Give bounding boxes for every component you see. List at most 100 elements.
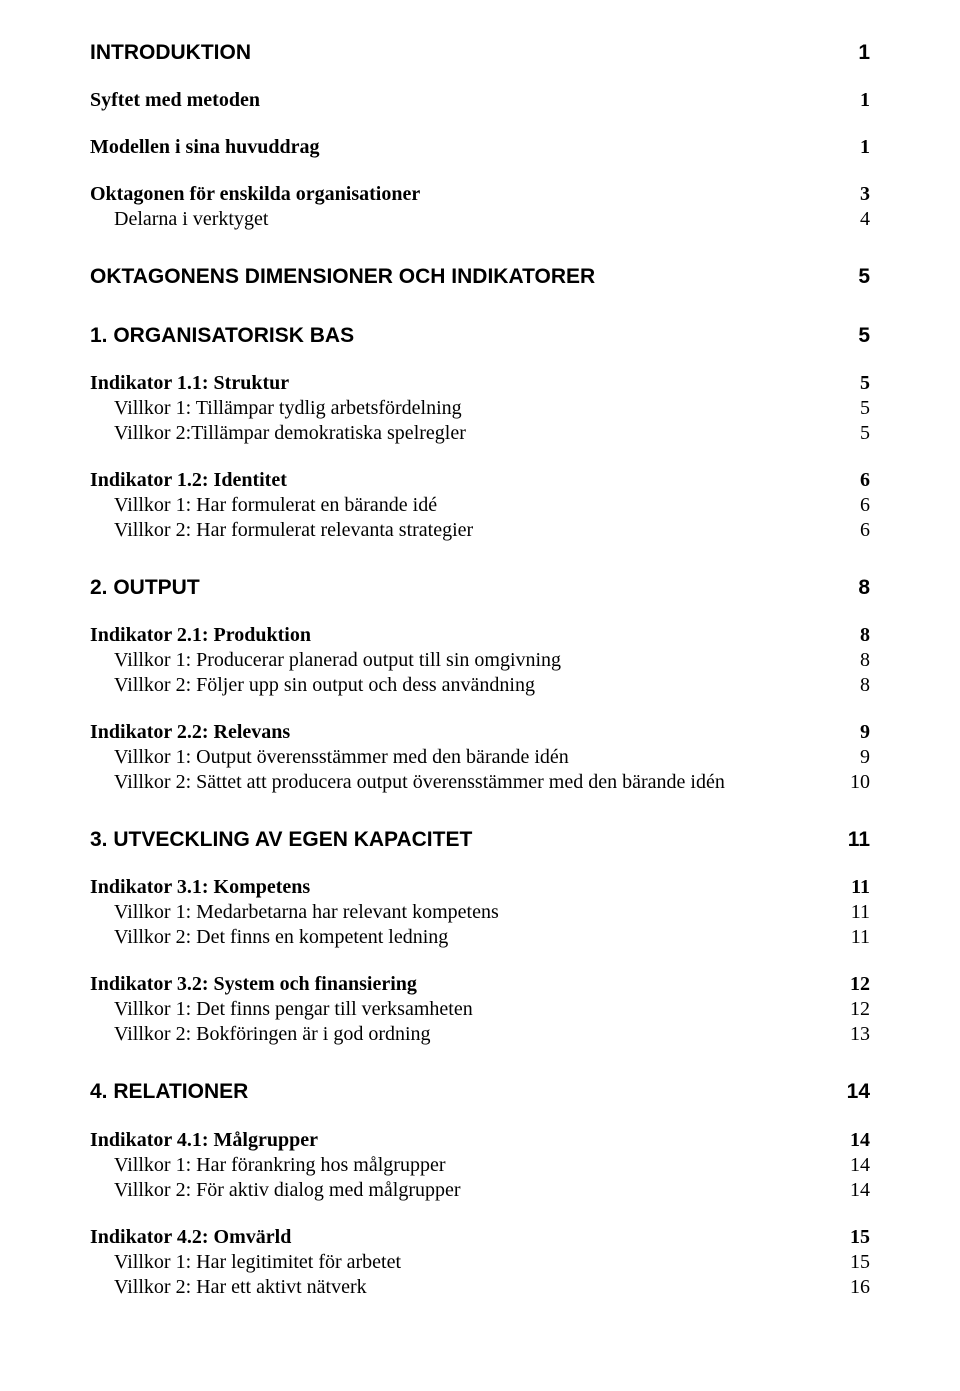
toc-label: Oktagonen för enskilda organisationer [90, 182, 848, 207]
toc-page-number: 1 [848, 135, 870, 160]
toc-entry: Villkor 1: Har legitimitet för arbetet15 [90, 1250, 870, 1275]
toc-page-number: 5 [848, 371, 870, 396]
toc-section: 1. ORGANISATORISK BAS5 [90, 323, 870, 349]
toc-page-number: 13 [838, 1022, 870, 1047]
toc-label: 1. ORGANISATORISK BAS [90, 323, 846, 349]
toc-subsection: Indikator 4.2: Omvärld15 [90, 1225, 870, 1250]
toc-subsection: Syftet med metoden1 [90, 88, 870, 113]
toc-label: Villkor 1: Tillämpar tydlig arbetsfördel… [114, 396, 848, 421]
toc-entry: Villkor 1: Medarbetarna har relevant kom… [90, 900, 870, 925]
toc-entry: Villkor 1: Output överensstämmer med den… [90, 745, 870, 770]
toc-label: OKTAGONENS DIMENSIONER OCH INDIKATORER [90, 264, 846, 290]
toc-subsection: Oktagonen för enskilda organisationer3 [90, 182, 870, 207]
toc-subsection: Indikator 4.1: Målgrupper14 [90, 1128, 870, 1153]
toc-subsection: Indikator 2.2: Relevans9 [90, 720, 870, 745]
toc-label: Villkor 1: Har formulerat en bärande idé [114, 493, 848, 518]
toc-label: Indikator 1.2: Identitet [90, 468, 848, 493]
toc-entry: Villkor 2: Följer upp sin output och des… [90, 673, 870, 698]
toc-section: 3. UTVECKLING AV EGEN KAPACITET11 [90, 827, 870, 853]
toc-label: 2. OUTPUT [90, 575, 846, 601]
toc-label: Indikator 1.1: Struktur [90, 371, 848, 396]
toc-entry: Villkor 2: Bokföringen är i god ordning1… [90, 1022, 870, 1047]
toc-page-number: 9 [848, 720, 870, 745]
toc-page-number: 6 [848, 468, 870, 493]
table-of-contents: INTRODUKTION1Syftet med metoden1Modellen… [90, 40, 870, 1300]
toc-label: Villkor 1: Producerar planerad output ti… [114, 648, 848, 673]
toc-page-number: 8 [846, 575, 870, 601]
toc-subsection: Indikator 2.1: Produktion8 [90, 623, 870, 648]
toc-page-number: 1 [848, 88, 870, 113]
toc-entry: Villkor 1: Tillämpar tydlig arbetsfördel… [90, 396, 870, 421]
toc-page-number: 15 [838, 1250, 870, 1275]
toc-label: Syftet med metoden [90, 88, 848, 113]
toc-subsection: Modellen i sina huvuddrag1 [90, 135, 870, 160]
toc-page-number: 9 [848, 745, 870, 770]
toc-label: Villkor 2: Har ett aktivt nätverk [114, 1275, 838, 1300]
toc-section: 4. RELATIONER14 [90, 1079, 870, 1105]
toc-label: Villkor 2: Bokföringen är i god ordning [114, 1022, 838, 1047]
toc-entry: Villkor 2: Sättet att producera output ö… [90, 770, 870, 795]
toc-page-number: 16 [838, 1275, 870, 1300]
toc-label: Indikator 2.2: Relevans [90, 720, 848, 745]
toc-page-number: 11 [839, 900, 870, 925]
toc-page-number: 5 [848, 396, 870, 421]
toc-label: Villkor 2:Tillämpar demokratiska spelreg… [114, 421, 848, 446]
toc-entry: Villkor 1: Producerar planerad output ti… [90, 648, 870, 673]
toc-label: Villkor 1: Medarbetarna har relevant kom… [114, 900, 839, 925]
toc-page-number: 10 [838, 770, 870, 795]
toc-label: Indikator 4.2: Omvärld [90, 1225, 838, 1250]
toc-page-number: 6 [848, 518, 870, 543]
toc-page-number: 5 [846, 323, 870, 349]
toc-page-number: 14 [838, 1178, 870, 1203]
toc-label: Indikator 4.1: Målgrupper [90, 1128, 838, 1153]
toc-page-number: 5 [846, 264, 870, 290]
toc-subsection: Indikator 3.1: Kompetens11 [90, 875, 870, 900]
toc-section: 2. OUTPUT8 [90, 575, 870, 601]
toc-label: Villkor 2: Sättet att producera output ö… [114, 770, 838, 795]
toc-page-number: 8 [848, 648, 870, 673]
toc-page-number: 14 [835, 1079, 870, 1105]
toc-page-number: 15 [838, 1225, 870, 1250]
toc-page-number: 8 [848, 673, 870, 698]
toc-label: Delarna i verktyget [114, 207, 848, 232]
toc-entry: Villkor 2: För aktiv dialog med målgrupp… [90, 1178, 870, 1203]
toc-label: 3. UTVECKLING AV EGEN KAPACITET [90, 827, 836, 853]
toc-label: Villkor 1: Det finns pengar till verksam… [114, 997, 838, 1022]
toc-label: Villkor 2: För aktiv dialog med målgrupp… [114, 1178, 838, 1203]
toc-entry: Villkor 2: Har ett aktivt nätverk16 [90, 1275, 870, 1300]
toc-page-number: 14 [838, 1153, 870, 1178]
toc-label: Villkor 2: Har formulerat relevanta stra… [114, 518, 848, 543]
toc-label: Villkor 1: Output överensstämmer med den… [114, 745, 848, 770]
toc-label: Modellen i sina huvuddrag [90, 135, 848, 160]
toc-subsection: Indikator 1.2: Identitet6 [90, 468, 870, 493]
toc-section: INTRODUKTION1 [90, 40, 870, 66]
toc-page-number: 12 [838, 972, 870, 997]
toc-page-number: 11 [839, 925, 870, 950]
toc-page-number: 11 [836, 827, 870, 853]
toc-label: Villkor 2: Det finns en kompetent lednin… [114, 925, 839, 950]
toc-subsection: Indikator 3.2: System och finansiering12 [90, 972, 870, 997]
toc-label: Villkor 1: Har förankring hos målgrupper [114, 1153, 838, 1178]
toc-page-number: 14 [838, 1128, 870, 1153]
toc-page-number: 3 [848, 182, 870, 207]
toc-page-number: 6 [848, 493, 870, 518]
toc-label: Villkor 1: Har legitimitet för arbetet [114, 1250, 838, 1275]
toc-page-number: 12 [838, 997, 870, 1022]
toc-entry: Villkor 1: Har förankring hos målgrupper… [90, 1153, 870, 1178]
toc-page-number: 5 [848, 421, 870, 446]
toc-entry: Villkor 1: Det finns pengar till verksam… [90, 997, 870, 1022]
toc-label: Villkor 2: Följer upp sin output och des… [114, 673, 848, 698]
toc-entry: Delarna i verktyget4 [90, 207, 870, 232]
toc-label: Indikator 3.2: System och finansiering [90, 972, 838, 997]
toc-entry: Villkor 1: Har formulerat en bärande idé… [90, 493, 870, 518]
toc-entry: Villkor 2:Tillämpar demokratiska spelreg… [90, 421, 870, 446]
toc-label: Indikator 2.1: Produktion [90, 623, 848, 648]
toc-label: 4. RELATIONER [90, 1079, 835, 1105]
toc-subsection: Indikator 1.1: Struktur5 [90, 371, 870, 396]
toc-page-number: 1 [846, 40, 870, 66]
toc-page-number: 11 [839, 875, 870, 900]
toc-entry: Villkor 2: Det finns en kompetent lednin… [90, 925, 870, 950]
toc-page-number: 4 [848, 207, 870, 232]
toc-section: OKTAGONENS DIMENSIONER OCH INDIKATORER5 [90, 264, 870, 290]
toc-entry: Villkor 2: Har formulerat relevanta stra… [90, 518, 870, 543]
